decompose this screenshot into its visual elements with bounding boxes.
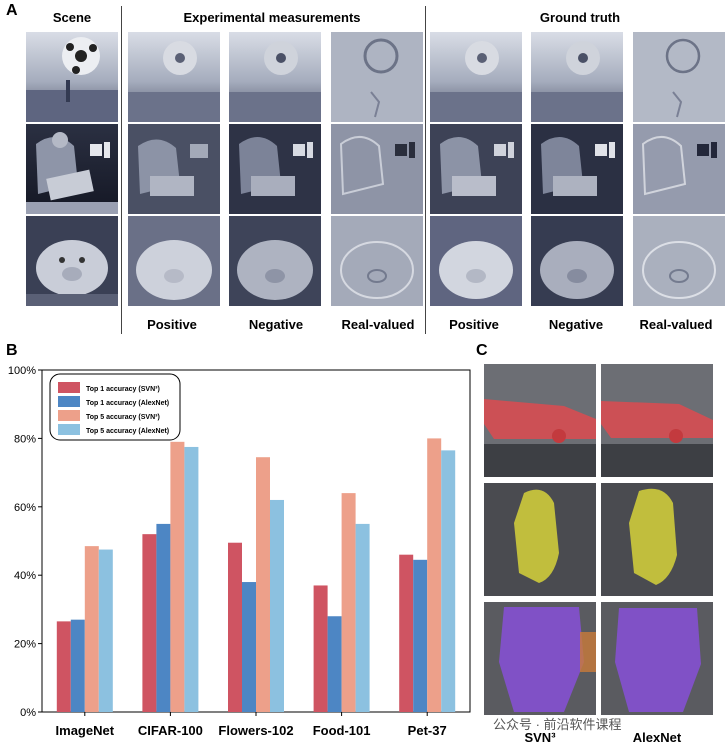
bar-cifar-100-series-0 — [142, 534, 157, 712]
experimental-negative-laptop-image — [229, 124, 321, 214]
ground-truth-positive-soccer-image — [430, 32, 522, 122]
ground-truth-real-soccer-image — [633, 32, 725, 122]
bar-imagenet-series-0 — [56, 621, 71, 712]
y-tick-label: 80% — [14, 433, 36, 445]
legend-swatch-3 — [58, 424, 80, 435]
label-negative-experimental: Negative — [248, 317, 304, 332]
bar-imagenet-series-2 — [84, 546, 99, 712]
label-positive-experimental: Positive — [147, 317, 197, 332]
label-alexnet: AlexNet — [632, 730, 682, 745]
bar-flowers-102-series-2 — [256, 457, 270, 712]
legend-swatch-0 — [58, 382, 80, 393]
x-tick-label: Pet-37 — [408, 723, 447, 738]
segmentation-airplane-svn3 — [484, 364, 596, 477]
x-tick-label: CIFAR-100 — [138, 723, 203, 738]
bar-imagenet-series-1 — [70, 619, 85, 712]
bar-flowers-102-series-3 — [270, 499, 284, 712]
x-tick-label: ImageNet — [56, 723, 115, 738]
legend-label-3: Top 5 accuracy (AlexNet) — [86, 428, 169, 435]
segmentation-dog-alexnet — [601, 602, 713, 715]
ground-truth-positive-laptop-image — [430, 124, 522, 214]
bar-cifar-100-series-3 — [184, 446, 199, 712]
accuracy-bar-chart: 0% 20% 40% 60% 80% 100% ImageNet CIFAR-100 Flowe… — [8, 365, 471, 738]
bar-cifar-100-series-1 — [156, 523, 171, 712]
bar-imagenet-series-3 — [98, 549, 113, 712]
scene-header: Scene — [52, 10, 92, 25]
y-tick-label: 40% — [14, 570, 36, 582]
experimental-positive-soccer-image — [128, 32, 220, 122]
legend-swatch-1 — [58, 396, 80, 407]
bar-pet-37-series-2 — [427, 438, 442, 712]
panel-b-label: B — [6, 342, 18, 359]
legend-label-2: Top 5 accuracy (SVN³) — [86, 414, 160, 421]
ground-truth-negative-laptop-image — [531, 124, 623, 214]
y-tick-label: 20% — [14, 639, 36, 651]
experimental-header: Experimental measurements — [183, 10, 361, 25]
bar-cifar-100-series-2 — [170, 441, 185, 712]
label-real-valued-ground-truth: Real-valued — [639, 317, 713, 332]
experimental-real-soccer-image — [331, 32, 423, 122]
legend-swatch-2 — [58, 410, 80, 421]
legend-box — [49, 373, 181, 441]
ground-truth-negative-piggy-image — [531, 216, 623, 306]
scene-piggy-bank-image — [26, 216, 118, 306]
label-positive-ground-truth: Positive — [449, 317, 499, 332]
segmentation-bird-svn3 — [484, 483, 596, 596]
y-tick-label: 0% — [20, 707, 36, 719]
segmentation-bird-alexnet — [601, 483, 713, 596]
ground-truth-real-laptop-image — [633, 124, 725, 214]
bar-pet-37-series-0 — [399, 554, 414, 712]
panel-a-label: A — [6, 2, 18, 19]
bar-food-101-series-0 — [313, 585, 328, 712]
experimental-negative-soccer-image — [229, 32, 321, 122]
experimental-positive-laptop-image — [128, 124, 220, 214]
separator-line — [121, 6, 122, 334]
ground-truth-positive-piggy-image — [430, 216, 522, 306]
separator-line — [425, 6, 426, 334]
bar-food-101-series-3 — [355, 523, 370, 712]
legend-label-0: Top 1 accuracy (SVN³) — [86, 386, 160, 393]
bar-flowers-102-series-1 — [242, 582, 256, 712]
label-negative-ground-truth: Negative — [548, 317, 604, 332]
scene-person-laptop-image — [26, 124, 118, 214]
panel-c-label: C — [476, 342, 488, 359]
y-tick-label: 100% — [8, 365, 36, 377]
bar-pet-37-series-3 — [441, 450, 456, 712]
experimental-real-laptop-image — [331, 124, 423, 214]
ground-truth-real-piggy-image — [633, 216, 725, 306]
segmentation-dog-svn3 — [484, 602, 596, 715]
watermark-text: 公众号 · 前沿软件课程 — [493, 717, 622, 732]
y-tick-label: 60% — [14, 502, 36, 514]
label-svn3: SVN³ — [524, 730, 556, 745]
legend-label-1: Top 1 accuracy (AlexNet) — [86, 400, 169, 407]
segmentation-airplane-alexnet — [601, 364, 713, 477]
ground-truth-negative-soccer-image — [531, 32, 623, 122]
bar-food-101-series-2 — [341, 493, 356, 712]
x-tick-label: Food-101 — [313, 723, 371, 738]
scene-soccer-ball-image — [26, 32, 118, 122]
label-real-valued-experimental: Real-valued — [341, 317, 415, 332]
x-tick-label: Flowers-102 — [218, 723, 293, 738]
experimental-real-piggy-image — [331, 216, 423, 306]
bar-flowers-102-series-0 — [228, 542, 242, 712]
bar-pet-37-series-1 — [413, 559, 428, 712]
ground-truth-header: Ground truth — [539, 10, 621, 25]
bar-food-101-series-1 — [327, 616, 342, 712]
experimental-negative-piggy-image — [229, 216, 321, 306]
experimental-positive-piggy-image — [128, 216, 220, 306]
